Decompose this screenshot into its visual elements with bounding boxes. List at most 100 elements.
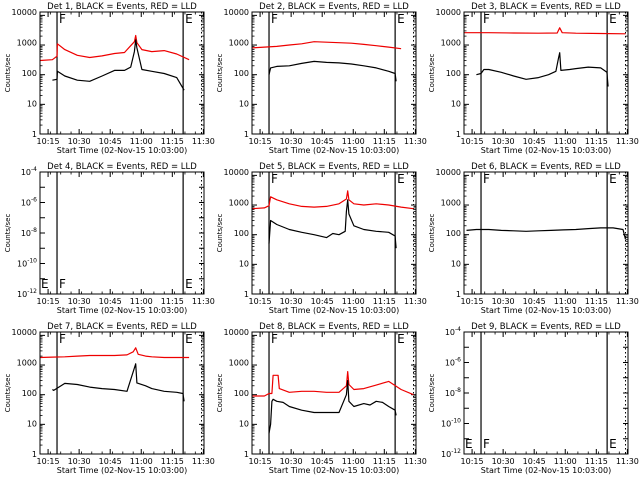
x-tick-label: 10:15 (249, 137, 272, 146)
x-tick-label: 11:00 (554, 137, 577, 146)
x-tick-label: 11:30 (192, 297, 215, 306)
y-tick-label: 1000 (229, 39, 249, 48)
chart-title: Det 5, BLACK = Events, RED = LLD (259, 162, 409, 172)
x-tick-label: 11:30 (404, 457, 427, 466)
marker-label-E: E (185, 12, 193, 26)
marker-label-E: E (397, 12, 405, 26)
marker-label-F: F (59, 12, 66, 26)
x-tick-label: 11:30 (404, 297, 427, 306)
events-series-line (52, 39, 185, 91)
y-tick-label: 10 (239, 100, 249, 109)
y-tick-label: 10-8 (21, 227, 37, 238)
y-tick-label: 1 (456, 290, 461, 299)
y-axis-label: Counts/sec (428, 214, 436, 253)
y-axis-label: Counts/sec (216, 54, 224, 93)
y-tick-label: 10-10 (17, 258, 37, 269)
x-tick-label: 10:15 (37, 457, 60, 466)
x-axis-label: Start Time (02-Nov-15 10:03:00) (481, 306, 611, 315)
x-tick-label: 11:30 (616, 297, 639, 306)
lld-series-line (39, 347, 190, 359)
y-axis-label: Counts/sec (428, 54, 436, 93)
x-tick-label: 10:15 (249, 457, 272, 466)
marker-label-F: F (271, 172, 278, 186)
y-tick-label: 1000 (229, 359, 249, 368)
y-tick-label: 1000 (229, 199, 249, 208)
y-tick-label: 1000 (441, 199, 461, 208)
y-tick-label: 10-4 (21, 166, 37, 177)
y-tick-label: 10000 (12, 8, 37, 17)
x-tick-label: 11:15 (373, 297, 396, 306)
x-tick-label: 11:15 (585, 457, 608, 466)
chart-panel-1: Det 1, BLACK = Events, RED = LLD 1 10 100 10… (4, 2, 215, 155)
x-tick-label: 11:00 (554, 297, 577, 306)
plot-frame (463, 171, 629, 295)
y-tick-label: 10000 (12, 328, 37, 337)
marker-label-F: F (59, 277, 66, 291)
marker-label-F: F (271, 332, 278, 346)
x-tick-label: 10:15 (461, 137, 484, 146)
x-axis-label: Start Time (02-Nov-15 10:03:00) (481, 466, 611, 475)
plot-frame (39, 11, 205, 135)
y-axis-label: Counts/sec (428, 374, 436, 413)
marker-label-E: E (609, 437, 617, 451)
chart-title: Det 4, BLACK = Events, RED = LLD (47, 162, 197, 172)
chart-panel-4: Det 4, BLACK = Events, RED = LLD 10-12 10-… (4, 162, 215, 315)
chart-panel-5: Det 5, BLACK = Events, RED = LLD 1 10 100 10… (216, 162, 427, 315)
x-tick-label: 10:30 (68, 457, 91, 466)
y-tick-label: 10000 (436, 8, 461, 17)
marker-label-E: E (397, 172, 405, 186)
y-tick-label: 10 (451, 100, 461, 109)
y-tick-label: 10-12 (17, 288, 37, 299)
x-axis-label: Start Time (02-Nov-15 10:03:00) (269, 146, 399, 155)
y-tick-label: 100 (446, 69, 461, 78)
events-series-line (268, 60, 397, 82)
y-tick-label: 10 (451, 260, 461, 269)
x-tick-label: 10:30 (492, 457, 515, 466)
y-tick-label: 10-8 (445, 387, 461, 398)
x-tick-label: 10:30 (68, 297, 91, 306)
x-tick-label: 11:00 (554, 457, 577, 466)
y-axis-label: Counts/sec (4, 214, 12, 253)
marker-label-E: E (185, 332, 193, 346)
y-tick-label: 10 (239, 260, 249, 269)
marker-label-E: E (609, 12, 617, 26)
marker-label-F: F (483, 437, 490, 451)
x-tick-label: 11:30 (616, 137, 639, 146)
y-tick-label: 100 (234, 389, 249, 398)
x-tick-label: 10:45 (311, 297, 334, 306)
x-tick-label: 10:15 (461, 457, 484, 466)
lld-series-line (464, 27, 626, 35)
marker-label-E: E (185, 277, 193, 291)
chart-panel-3: Det 3, BLACK = Events, RED = LLD 1 10 100 10… (428, 2, 639, 155)
lld-series-line (39, 34, 190, 62)
y-tick-label: 10-4 (445, 326, 461, 337)
y-tick-label: 100 (234, 69, 249, 78)
plot-frame (251, 331, 417, 455)
x-tick-label: 11:30 (616, 457, 639, 466)
x-tick-label: 10:30 (280, 457, 303, 466)
chart-panel-7: Det 7, BLACK = Events, RED = LLD 1 10 100 10… (4, 322, 215, 475)
x-tick-label: 11:15 (373, 137, 396, 146)
chart-panel-6: Det 6, BLACK = Events, RED = LLD 1 10 100 10… (428, 162, 639, 315)
marker-label-F: F (483, 12, 490, 26)
x-tick-label: 10:45 (523, 137, 546, 146)
lld-series-line (251, 41, 402, 50)
x-tick-label: 10:45 (99, 297, 122, 306)
y-tick-label: 10-10 (441, 418, 461, 429)
plot-frame (463, 11, 629, 135)
chart-panel-8: Det 8, BLACK = Events, RED = LLD 1 10 100 10… (216, 322, 427, 475)
x-tick-label: 10:15 (37, 297, 60, 306)
y-tick-label: 10000 (224, 8, 249, 17)
y-tick-label: 100 (234, 229, 249, 238)
x-tick-label: 11:15 (373, 457, 396, 466)
y-tick-label: 1 (32, 450, 37, 459)
chart-title: Det 6, BLACK = Events, RED = LLD (471, 162, 621, 172)
events-series-line (476, 52, 609, 87)
y-tick-label: 100 (446, 229, 461, 238)
lld-series-line (252, 371, 414, 397)
x-tick-label: 11:00 (130, 297, 153, 306)
y-tick-label: 100 (22, 389, 37, 398)
y-tick-label: 10-6 (445, 357, 461, 368)
chart-panel-9: Det 9, BLACK = Events, RED = LLD 10-12 10-… (428, 322, 639, 475)
